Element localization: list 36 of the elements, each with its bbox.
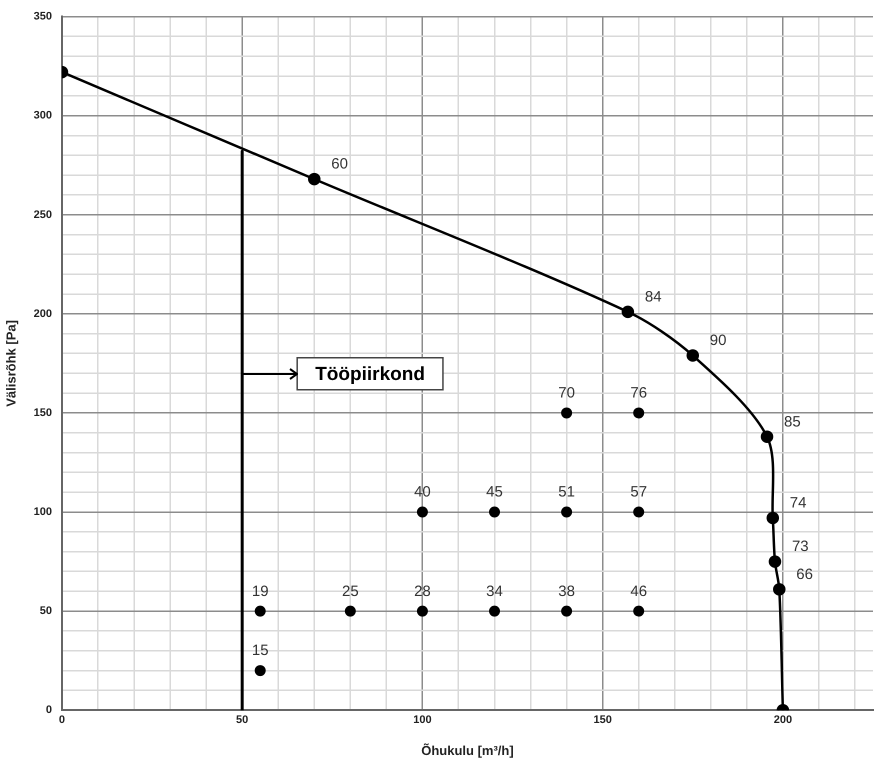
annotation: 66 [796,566,813,583]
annotation: 46 [630,582,648,600]
annotation: 60 [331,156,348,173]
annotation: 19 [252,582,269,600]
x-axis-title: Õhukulu [m³/h] [421,742,514,758]
annotation: 40 [414,484,431,501]
annotation: 74 [790,494,806,512]
annotation: 25 [342,582,359,600]
annotation: 28 [414,582,431,600]
annotation: 34 [486,582,503,600]
annotation: 51 [558,484,575,501]
annotation: 85 [784,413,801,430]
x-tick-label: 150 [593,714,612,726]
annotation: 84 [644,288,662,306]
x-tick-label: 100 [413,714,432,726]
x-tick-label: 50 [236,714,248,726]
x-tick-label: 200 [774,714,792,726]
y-tick-label: 0 [46,704,52,716]
annotation: Tööpiirkond [315,364,425,386]
annotation: 57 [630,484,648,501]
x-tick-label: 0 [58,714,66,726]
y-tick-label: 300 [34,110,52,122]
annotation: 73 [792,538,809,556]
y-tick-label: 150 [34,406,52,419]
annotation: 90 [710,332,726,350]
y-tick-label: 350 [34,10,52,23]
y-tick-label: 50 [40,605,52,618]
y-tick-label: 100 [34,506,52,518]
annotation: 15 [252,642,269,660]
y-tick-label: 250 [34,208,52,221]
annotation: 70 [558,384,575,402]
annotation: 45 [486,484,503,501]
annotation: 38 [558,582,575,600]
y-axis-title: Välisrõhk [Pa] [3,320,18,407]
annotation: 76 [630,384,648,402]
y-tick-label: 200 [34,308,52,320]
